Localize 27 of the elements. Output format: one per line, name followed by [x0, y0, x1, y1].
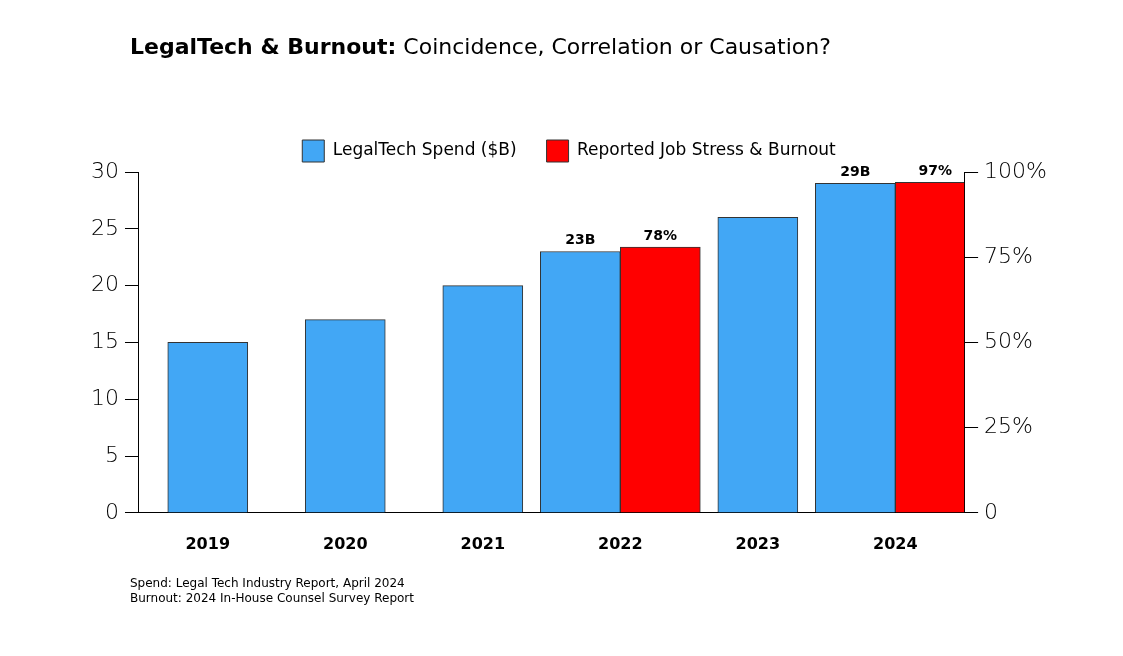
- data-label: 78%: [643, 226, 678, 243]
- y2-tick-label: 0: [984, 498, 999, 524]
- y-tick-label: 0: [104, 498, 119, 524]
- x-tick-label: 2020: [323, 533, 368, 553]
- chart-title: LegalTech & Burnout: Coincidence, Correlation or Causation?: [130, 34, 831, 59]
- y-tick-label: 10: [90, 384, 119, 410]
- y-tick-label: 5: [104, 441, 119, 467]
- y-tick-label: 30: [90, 157, 119, 183]
- y2-tick-label: 25%: [984, 413, 1034, 439]
- data-label: 97%: [918, 161, 953, 178]
- y-tick-label: 20: [90, 271, 119, 297]
- legend-label: Reported Job Stress & Burnout: [577, 139, 837, 160]
- data-label: 23B: [565, 231, 596, 248]
- text: Burnout: 2024 In-House Counsel Survey Report: [130, 591, 414, 606]
- data-label: 29B: [840, 163, 871, 179]
- y2-tick-label: 50%: [984, 328, 1034, 354]
- x-tick-label: 2022: [598, 533, 643, 553]
- y-tick-label: 15: [90, 328, 119, 354]
- x-tick-label: 2021: [460, 533, 506, 553]
- x-tick-label: 2019: [185, 533, 231, 553]
- x-tick-label: 2024: [873, 533, 918, 553]
- x-tick-label: 2023: [735, 533, 781, 553]
- legend-label: LegalTech Spend ($B): [332, 139, 517, 160]
- y-tick-label: 25: [90, 214, 119, 240]
- y2-tick-label: 100%: [984, 157, 1048, 183]
- text: Spend: Legal Tech Industry Report, April 2024: [130, 576, 406, 591]
- y2-tick-label: 75%: [984, 242, 1034, 268]
